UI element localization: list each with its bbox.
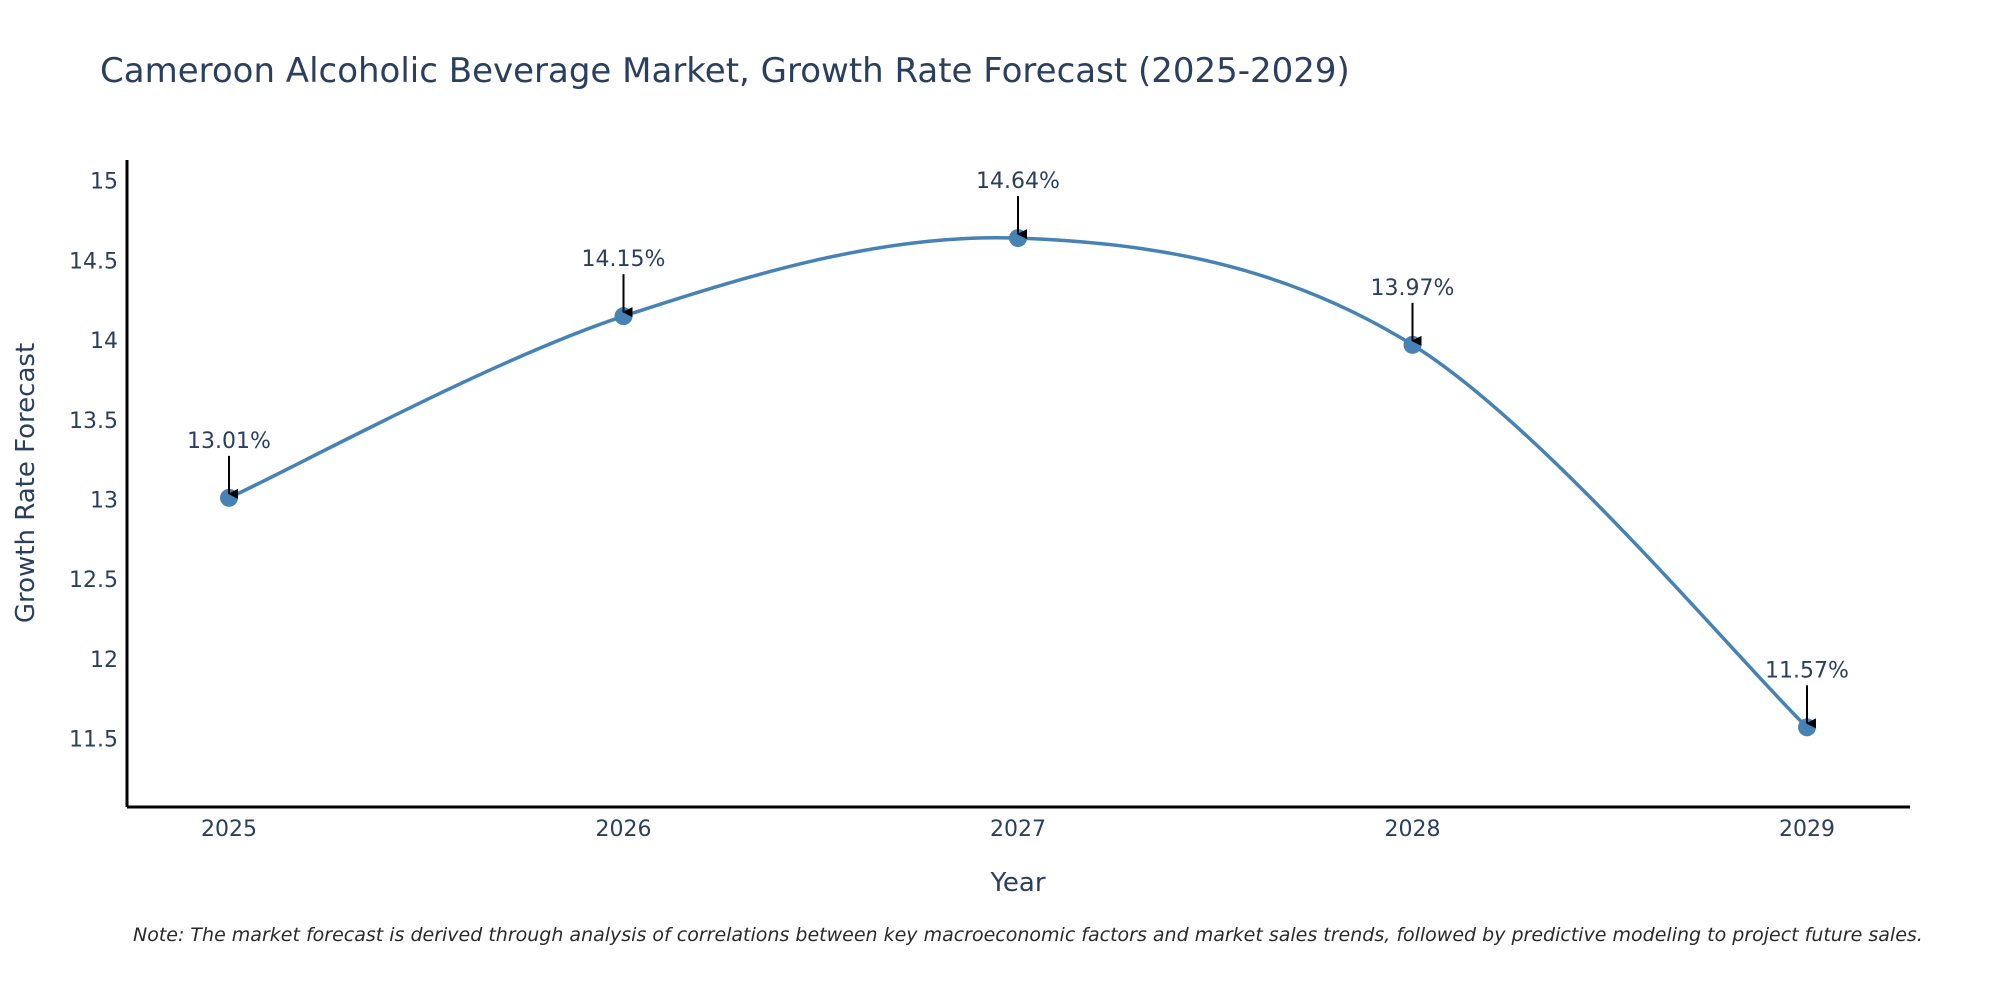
y-tick-label: 14: [90, 329, 118, 354]
y-tick-label: 12: [90, 648, 118, 673]
y-tick-label: 11.5: [69, 727, 118, 752]
y-tick-label: 14.5: [69, 249, 118, 274]
chart-note: Note: The market forecast is derived thr…: [133, 924, 1923, 946]
y-axis-title: Growth Rate Forecast: [11, 343, 41, 623]
data-label: 13.01%: [187, 429, 271, 454]
y-tick-label: 15: [90, 170, 118, 195]
data-label: 13.97%: [1371, 276, 1455, 301]
x-axis-title: Year: [989, 868, 1045, 898]
data-annotations: 13.01% 14.15% 14.64% 13.97% 11.57%: [187, 169, 1849, 729]
y-tick-label: 13: [90, 488, 118, 513]
data-label: 11.57%: [1765, 658, 1849, 683]
data-label: 14.15%: [582, 247, 666, 272]
x-tick-label: 2025: [201, 817, 257, 842]
data-label: 14.64%: [976, 169, 1060, 194]
x-axis-ticks: 2025 2026 2027 2028 2029: [201, 817, 1835, 842]
x-tick-label: 2029: [1779, 817, 1835, 842]
x-tick-label: 2028: [1385, 817, 1441, 842]
x-tick-label: 2027: [990, 817, 1046, 842]
y-tick-label: 12.5: [69, 568, 118, 593]
x-tick-label: 2026: [596, 817, 652, 842]
series-line: [228, 235, 1809, 729]
y-tick-label: 13.5: [69, 409, 118, 434]
chart-title: Cameroon Alcoholic Beverage Market, Grow…: [100, 51, 1350, 91]
y-axis-ticks: 11.5 12 12.5 13 13.5 14 14.5 15: [69, 170, 118, 753]
